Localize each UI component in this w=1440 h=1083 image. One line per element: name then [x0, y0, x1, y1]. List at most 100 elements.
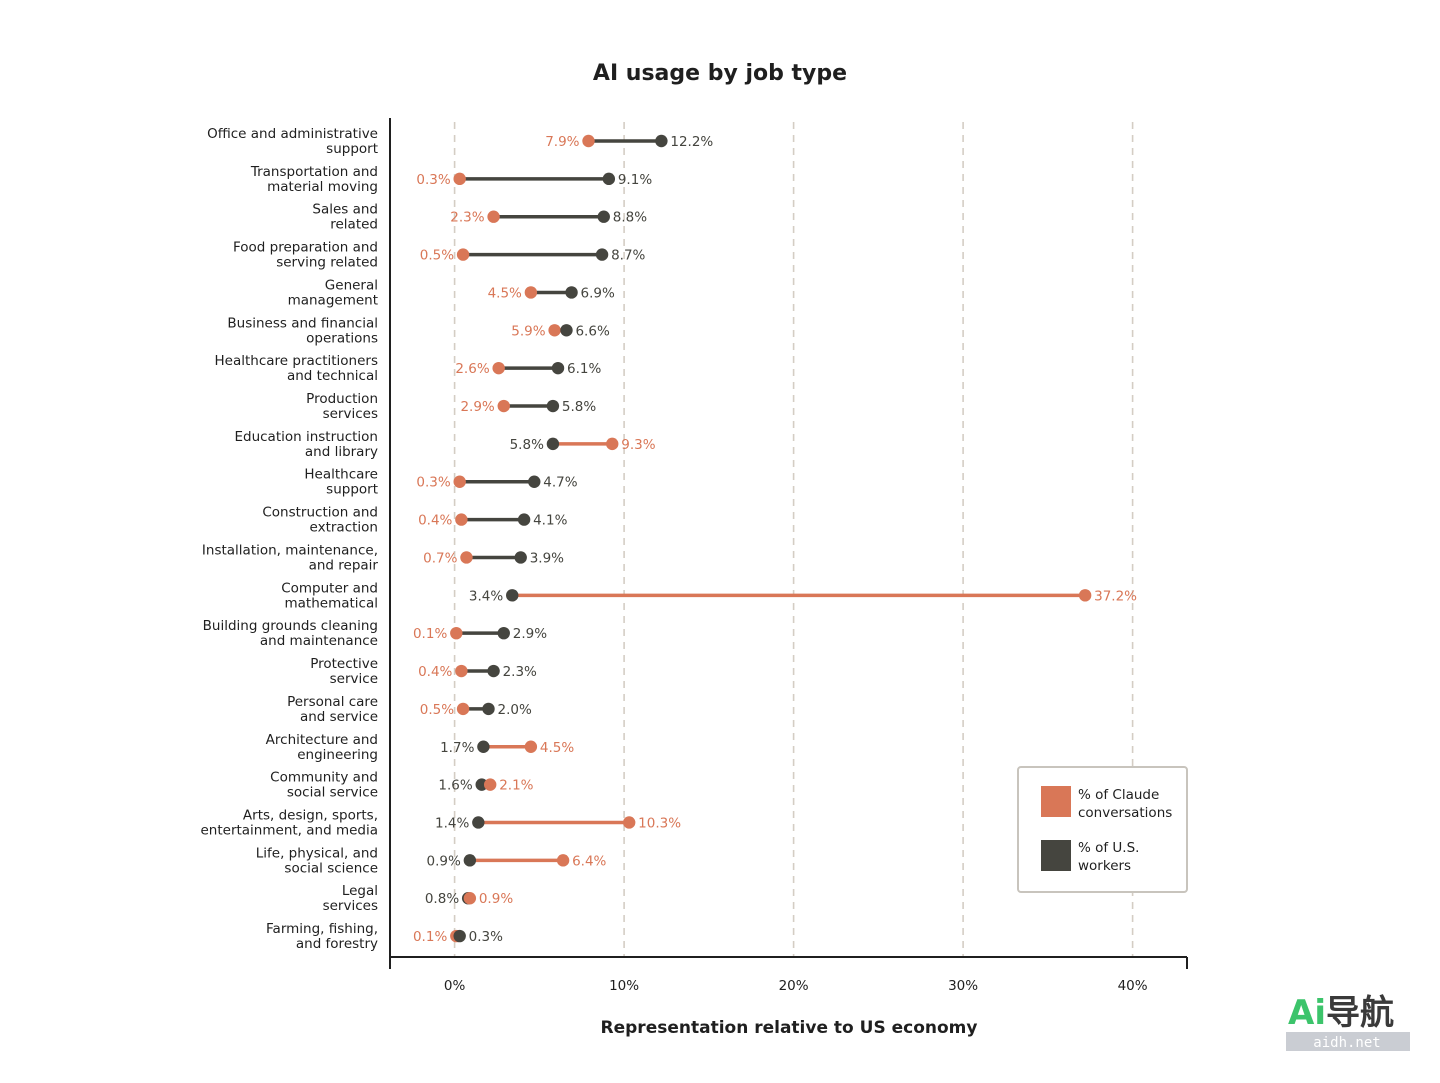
workers-dot: [560, 324, 573, 337]
workers-value-label: 1.6%: [438, 778, 472, 794]
category-label: Transportation and material moving: [250, 164, 378, 195]
claude-dot: [483, 778, 497, 791]
workers-value-label: 4.1%: [533, 513, 567, 529]
claude-value-label: 0.3%: [416, 475, 450, 491]
x-tick-label: 20%: [779, 978, 809, 994]
category-label: Office and administrative support: [207, 126, 378, 157]
workers-dot: [546, 399, 560, 413]
claude-value-label: 2.1%: [499, 778, 533, 794]
claude-value-label: 37.2%: [1094, 588, 1137, 604]
category-label: General management: [288, 277, 378, 308]
workers-value-label: 5.8%: [562, 399, 596, 415]
category-label: Legal services: [323, 883, 378, 914]
claude-dot: [548, 324, 561, 337]
workers-value-label: 5.8%: [510, 437, 544, 453]
chart-title: AI usage by job type: [593, 61, 847, 86]
claude-value-label: 2.9%: [460, 399, 494, 415]
legend-swatch-workers: [1041, 840, 1071, 871]
legend-swatch-claude: [1041, 786, 1071, 817]
category-label: Arts, design, sports, entertainment, and …: [200, 807, 378, 838]
claude-dot: [455, 664, 468, 678]
category-label: Computer and mathematical: [281, 580, 378, 611]
workers-value-label: 1.7%: [440, 740, 474, 756]
category-label: Farming, fishing, and forestry: [266, 921, 378, 952]
workers-value-label: 8.7%: [611, 248, 645, 264]
claude-value-label: 0.5%: [420, 702, 454, 718]
workers-dot: [595, 248, 609, 261]
category-label: Personal care and service: [287, 694, 378, 725]
workers-value-label: 9.1%: [618, 172, 652, 188]
workers-value-label: 3.9%: [530, 550, 564, 566]
claude-dot: [450, 626, 463, 640]
workers-dot: [487, 664, 500, 678]
category-label: Installation, maintenance, and repair: [202, 542, 379, 573]
workers-value-label: 2.0%: [498, 702, 532, 718]
workers-dot: [597, 210, 610, 223]
workers-value-label: 1.4%: [435, 815, 469, 831]
workers-dot: [497, 626, 510, 640]
category-label: Production services: [306, 391, 378, 422]
claude-dot: [487, 210, 500, 223]
claude-value-label: 10.3%: [638, 815, 681, 831]
workers-dot: [477, 740, 490, 753]
claude-dot: [456, 702, 470, 716]
workers-value-label: 12.2%: [670, 134, 713, 150]
workers-dot: [528, 475, 541, 488]
x-tick-label: 10%: [609, 978, 639, 994]
category-label: Food preparation and serving related: [233, 240, 378, 271]
axes: [389, 118, 1188, 969]
category-label: Healthcare practitioners and technical: [215, 353, 378, 384]
workers-dot: [565, 286, 578, 299]
workers-value-label: 6.1%: [567, 361, 601, 377]
workers-value-label: 0.3%: [469, 929, 503, 945]
workers-dot: [472, 816, 485, 829]
claude-value-label: 5.9%: [511, 323, 545, 339]
claude-value-label: 2.6%: [455, 361, 489, 377]
workers-value-label: 6.9%: [581, 285, 615, 301]
workers-dot: [602, 172, 616, 186]
workers-value-label: 4.7%: [543, 475, 577, 491]
workers-value-label: 0.9%: [427, 853, 461, 869]
claude-dot: [455, 513, 468, 526]
claude-value-label: 0.4%: [418, 664, 452, 680]
claude-value-label: 0.9%: [479, 891, 513, 907]
workers-dot: [514, 551, 527, 564]
category-labels: Office and administrative support Transpor…: [200, 126, 378, 952]
claude-value-label: 0.7%: [423, 550, 457, 566]
category-label: Protective service: [310, 656, 378, 687]
legend-label-claude: % of Claude conversations: [1078, 787, 1172, 821]
workers-dot: [453, 929, 466, 943]
claude-dot: [460, 551, 473, 564]
workers-value-label: 3.4%: [469, 588, 503, 604]
claude-value-label: 2.3%: [450, 210, 484, 226]
workers-value-label: 6.6%: [575, 323, 609, 339]
claude-dot: [524, 286, 538, 299]
workers-dot: [463, 854, 477, 867]
svg-text:aidh.net: aidh.net: [1313, 1035, 1380, 1051]
claude-value-label: 4.5%: [488, 285, 522, 301]
workers-value-label: 8.8%: [613, 210, 647, 226]
claude-dot: [463, 892, 477, 905]
svg-text:Ai导航: Ai导航: [1288, 993, 1394, 1033]
claude-dot: [606, 437, 619, 451]
x-axis-title: Representation relative to US economy: [601, 1018, 978, 1038]
workers-value-label: 2.9%: [513, 626, 547, 642]
claude-dot: [492, 361, 505, 375]
claude-dot: [453, 172, 466, 186]
category-label: Construction and extraction: [262, 505, 378, 536]
category-label: Healthcare support: [304, 467, 378, 498]
category-label: Business and financial operations: [227, 315, 378, 346]
category-label: Architecture and engineering: [266, 732, 378, 763]
legend-label-workers: % of U.S. workers: [1078, 840, 1139, 874]
category-label: Education instruction and library: [234, 429, 378, 460]
claude-value-label: 9.3%: [621, 437, 655, 453]
claude-value-label: 0.5%: [420, 248, 454, 264]
claude-value-label: 7.9%: [545, 134, 579, 150]
claude-value-label: 4.5%: [540, 740, 574, 756]
workers-dot: [482, 702, 495, 716]
category-label: Life, physical, and social science: [256, 845, 378, 876]
workers-dot: [546, 437, 560, 451]
workers-dot: [655, 134, 668, 148]
workers-value-label: 0.8%: [425, 891, 459, 907]
claude-value-label: 6.4%: [572, 853, 606, 869]
